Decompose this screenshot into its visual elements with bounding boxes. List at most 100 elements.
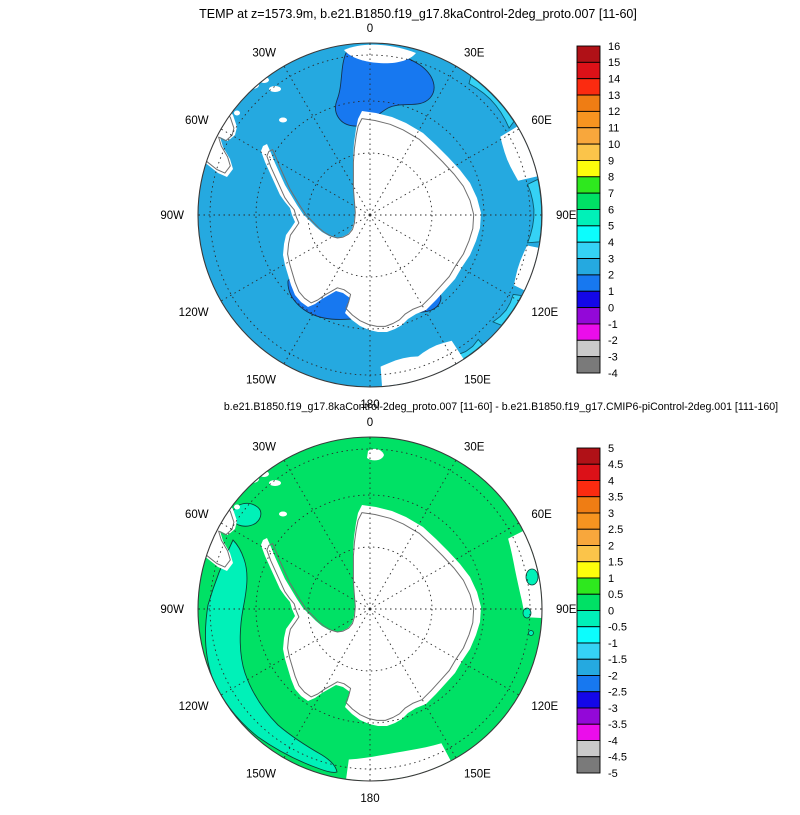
edge-white-patch (344, 44, 416, 64)
longitude-label: 90W (160, 210, 184, 222)
longitude-label: 60E (531, 115, 552, 127)
colorbar-tick-label: -1 (608, 319, 618, 331)
top-panel-title: TEMP at z=1573.9m, b.e21.B1850.f19_g17.8… (199, 7, 637, 21)
colorbar-tick-label: 5 (608, 221, 614, 233)
colorbar-cell (576, 593, 601, 611)
colorbar-tick-label: -3.5 (608, 719, 627, 731)
colorbar-cell (576, 356, 601, 374)
colorbar-cell (576, 658, 601, 676)
colorbar-cell (576, 642, 601, 660)
colorbar-tick-label: -0.5 (608, 622, 627, 634)
colorbar-cell (576, 290, 601, 309)
longitude-label: 60W (185, 509, 209, 521)
colorbar-cell (576, 258, 601, 276)
colorbar-tick-label: 2.5 (608, 524, 623, 536)
colorbar-cell (576, 577, 601, 595)
colorbar-cell (576, 143, 601, 161)
colorbar-tick-label: -1.5 (608, 654, 627, 666)
edge-white-region (346, 743, 451, 781)
contour-patch-small (525, 568, 539, 586)
colorbar-tick-label: 7 (608, 188, 614, 200)
edge-white-region (380, 355, 435, 387)
colorbar-tick-label: 4 (608, 237, 614, 249)
colorbar-tick-label: -5 (608, 768, 618, 780)
colorbar-cell (576, 512, 601, 530)
colorbar-cell (576, 545, 601, 563)
colorbar-tick-label: -1 (608, 638, 618, 650)
graticule (198, 437, 542, 781)
colorbar-tick-label: 0 (608, 605, 614, 617)
contour-patch-small (528, 630, 534, 636)
colorbar-cell (576, 61, 601, 80)
colorbar-tick-label: -2.5 (608, 687, 627, 699)
colorbar-cell (576, 339, 601, 358)
colorbar-cell (576, 241, 601, 259)
colorbar-tick-label: 3 (608, 508, 614, 520)
colorbar-tick-label: -2 (608, 335, 618, 347)
contour-patch (231, 502, 262, 527)
colorbar-cell (576, 675, 601, 693)
colorbar-tick-label: 10 (608, 139, 620, 151)
longitude-label: 0 (367, 23, 373, 35)
longitude-label: 90W (160, 604, 184, 616)
colorbar-cell (576, 463, 601, 481)
colorbar-cell (576, 209, 601, 227)
colorbar-tick-label: 8 (608, 172, 614, 184)
colorbar-tick-label: 1.5 (608, 557, 623, 569)
coastline (266, 512, 475, 721)
island (269, 480, 281, 486)
longitude-label: 150W (246, 374, 276, 386)
longitude-label: 180 (360, 399, 379, 411)
colorbar-cell (576, 447, 601, 465)
longitude-label: 90E (556, 210, 577, 222)
colorbar-tick-label: 15 (608, 57, 620, 69)
colorbar-tick-label: 6 (608, 204, 614, 216)
graticule (198, 43, 542, 387)
longitude-label: 30W (252, 442, 276, 454)
longitude-label: 60E (531, 509, 552, 521)
colorbar-cell (576, 307, 601, 325)
colorbar-cell (576, 225, 601, 243)
colorbar-cell (576, 323, 601, 341)
coastline (266, 118, 475, 327)
colorbar-tick-label: -4 (608, 368, 618, 380)
island (237, 483, 245, 489)
island (234, 110, 240, 116)
colorbar-tick-label: 14 (608, 74, 620, 86)
colorbar-cell (576, 110, 601, 129)
colorbar-cell (576, 740, 601, 758)
longitude-label: 30E (464, 442, 485, 454)
map-border-circle (197, 42, 543, 388)
longitude-label: 150W (246, 768, 276, 780)
colorbar-cell (576, 480, 601, 498)
bottom-map: 0 30E 60E 90E 120E 150E 180 150W 120W 90W 60W 30W (160, 417, 576, 805)
colorbar-tick-label: 2 (608, 540, 614, 552)
longitude-label: 180 (360, 793, 379, 805)
colorbar-cell (576, 192, 601, 210)
longitude-label: 120E (531, 307, 558, 319)
colorbar-tick-label: 11 (608, 123, 619, 135)
colorbar-tick-label: 3 (608, 253, 614, 265)
colorbar-cell (576, 78, 601, 96)
longitude-label: 120W (179, 307, 209, 319)
colorbar-cell (576, 496, 601, 514)
map-border-circle (197, 436, 543, 782)
colorbar-tick-label: 2 (608, 270, 614, 282)
longitude-label: 30E (464, 48, 485, 60)
island (390, 300, 396, 306)
edge-white-region (508, 531, 542, 618)
bottom-panel-title: b.e21.B1850.f19_g17.8kaControl-2deg_prot… (223, 401, 779, 413)
top-map: 0 30E 60E 90E 120E 150E 180 150W 120W 90W 60W 30W (160, 23, 577, 411)
island (279, 511, 287, 517)
colorbar-cell (576, 127, 601, 145)
contour-patch (204, 539, 338, 773)
colorbar-tick-label: -3 (608, 351, 618, 363)
colorbar-tick-label: 12 (608, 106, 620, 118)
colorbar-tick-label: 3.5 (608, 492, 623, 504)
longitude-label: 150E (464, 768, 491, 780)
colorbar-tick-label: 0 (608, 302, 614, 314)
colorbar-cell (576, 756, 601, 774)
edge-white-patch (367, 448, 384, 461)
antarctica-land (261, 111, 481, 332)
